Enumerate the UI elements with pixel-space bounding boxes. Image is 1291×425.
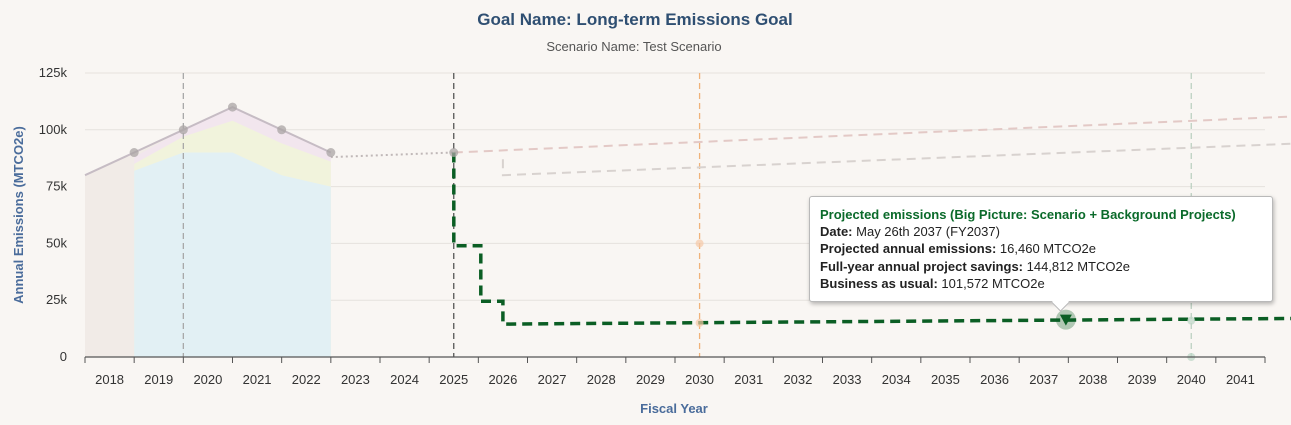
tooltip-savings-value: 144,812 MTCO2e bbox=[1026, 258, 1130, 274]
y-tick-label: 25k bbox=[46, 292, 67, 307]
axes: 0 25k 50k 75k 100k 125k 2018 2019 2020 2021 2022 20… bbox=[39, 65, 1266, 387]
x-tick-label: 2029 bbox=[636, 372, 665, 387]
x-tick-label: 2021 bbox=[243, 372, 272, 387]
tooltip-bau-label: Business as usual: bbox=[820, 275, 938, 291]
faint-point bbox=[1187, 316, 1196, 325]
tooltip-emissions-value: 16,460 MTCO2e bbox=[999, 241, 1097, 257]
x-tick-label: 2040 bbox=[1177, 372, 1206, 387]
highlight-point bbox=[1059, 314, 1072, 326]
tooltip-date-value: May 26th 2037 (FY2037) bbox=[856, 224, 1000, 240]
stacked-area-series bbox=[85, 107, 331, 357]
x-tick-label: 2028 bbox=[587, 372, 616, 387]
x-tick-label: 2023 bbox=[341, 372, 370, 387]
data-tooltip: Projected emissions (Big Picture: Scenar… bbox=[809, 196, 1273, 312]
x-tick-label: 2025 bbox=[439, 372, 468, 387]
x-tick-label: 2031 bbox=[734, 372, 763, 387]
x-tick-label: 2034 bbox=[882, 372, 911, 387]
faint-point bbox=[695, 239, 704, 248]
y-tick-label: 75k bbox=[46, 179, 67, 194]
x-tick-label: 2038 bbox=[1078, 372, 1107, 387]
x-tick-label: 2033 bbox=[833, 372, 862, 387]
history-point bbox=[178, 125, 188, 135]
history-point bbox=[228, 102, 237, 112]
stacked-area-1 bbox=[134, 152, 331, 357]
y-tick-label: 50k bbox=[46, 235, 67, 250]
x-tick-label: 2020 bbox=[193, 372, 222, 387]
history-point bbox=[326, 148, 336, 158]
tooltip-title: Projected emissions (Big Picture: Scenar… bbox=[820, 207, 1236, 222]
point-markers bbox=[129, 102, 1196, 361]
y-axis-title: Annual Emissions (MTCO2e) bbox=[11, 126, 26, 304]
line-series bbox=[84, 105, 1291, 326]
tooltip-savings-label: Full-year annual project savings: bbox=[820, 258, 1023, 274]
chart-subtitle: Scenario Name: Test Scenario bbox=[546, 39, 721, 54]
y-tick-label: 125k bbox=[39, 65, 68, 80]
business-as-usual-lower-line bbox=[501, 142, 1291, 177]
x-tick-label: 2041 bbox=[1226, 372, 1255, 387]
business-as-usual-dotted-line bbox=[330, 151, 454, 159]
x-tick-label: 2019 bbox=[144, 372, 173, 387]
business-as-usual-upper-line bbox=[453, 115, 1291, 154]
x-tick-label: 2036 bbox=[980, 372, 1009, 387]
tooltip-date-row: Date: May 26th 2037 (FY2037) bbox=[820, 223, 1262, 240]
faint-point bbox=[695, 318, 704, 327]
tooltip-emissions-row: Projected annual emissions: 16,460 MTCO2… bbox=[820, 240, 1262, 257]
tooltip-emissions-label: Projected annual emissions: bbox=[820, 241, 997, 257]
history-point bbox=[449, 148, 459, 158]
x-axis-title: Fiscal Year bbox=[640, 401, 708, 416]
x-tick-label: 2032 bbox=[783, 372, 812, 387]
x-tick-label: 2024 bbox=[390, 372, 419, 387]
tooltip-bau-row: Business as usual: 101,572 MTCO2e bbox=[820, 275, 1262, 292]
x-tick-label: 2022 bbox=[292, 372, 321, 387]
x-tick-label: 2026 bbox=[488, 372, 517, 387]
x-tick-label: 2027 bbox=[538, 372, 567, 387]
x-tick-label: 2030 bbox=[685, 372, 714, 387]
y-tick-label: 100k bbox=[39, 122, 68, 137]
tooltip-bau-value: 101,572 MTCO2e bbox=[941, 275, 1045, 291]
tooltip-savings-row: Full-year annual project savings: 144,81… bbox=[820, 258, 1262, 275]
x-tick-label: 2035 bbox=[931, 372, 960, 387]
x-tick-label: 2037 bbox=[1029, 372, 1058, 387]
x-tick-label: 2039 bbox=[1128, 372, 1157, 387]
historical-emissions-line bbox=[84, 105, 332, 177]
chart-title: Goal Name: Long-term Emissions Goal bbox=[477, 10, 793, 29]
history-point bbox=[129, 148, 139, 158]
history-point bbox=[277, 125, 287, 135]
tooltip-date-label: Date: bbox=[820, 224, 853, 240]
y-tick-label: 0 bbox=[60, 349, 67, 364]
x-tick-label: 2018 bbox=[95, 372, 124, 387]
